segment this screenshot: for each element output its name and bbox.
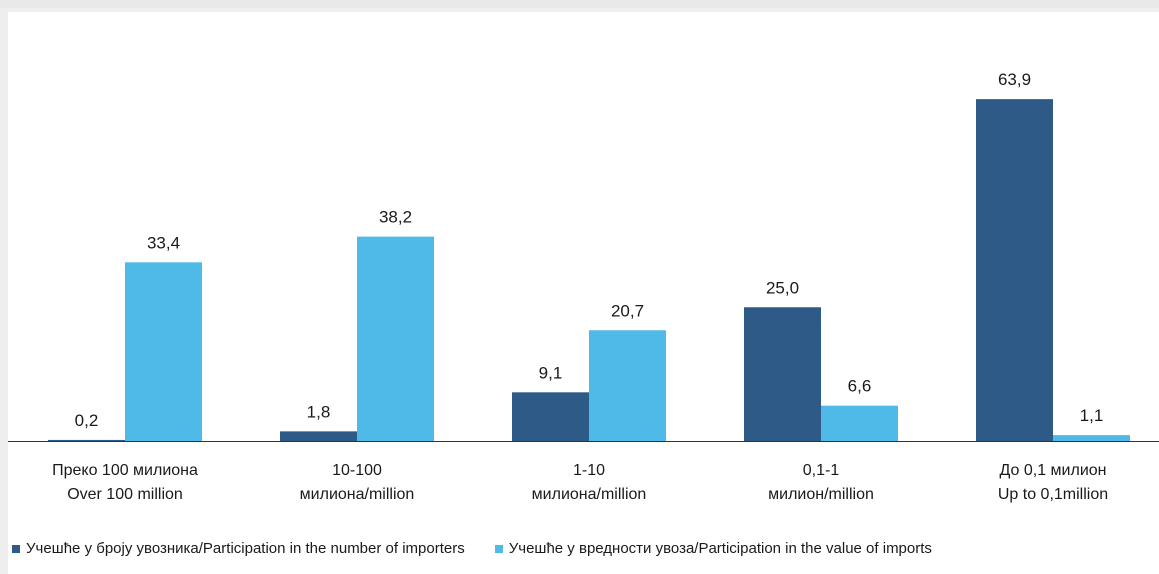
legend-item-importers: Учешће у броју увозника/Participation in… — [12, 540, 465, 557]
legend-item-value: Учешће у вредности увоза/Participation i… — [494, 540, 932, 557]
legend: Учешће у броју увозника/Participation in… — [12, 540, 932, 557]
data-label-importers-0: 0,2 — [75, 411, 99, 430]
category-label-0-line-0: Преко 100 милиона — [52, 462, 198, 479]
bar-importers-1 — [280, 431, 357, 441]
bar-value-0 — [125, 262, 202, 441]
category-label-3-line-0: 0,1-1 — [803, 462, 840, 479]
legend-label-value: Учешће у вредности увоза/Participation i… — [508, 540, 932, 557]
data-label-importers-2: 9,1 — [539, 363, 563, 382]
category-label-4-line-1: Up to 0,1million — [998, 486, 1108, 503]
data-label-importers-4: 63,9 — [998, 70, 1031, 89]
bar-importers-0 — [48, 439, 125, 441]
category-label-1-line-1: милиона/million — [300, 486, 415, 503]
legend-label-importers: Учешће у броју увозника/Participation in… — [26, 540, 465, 557]
data-label-value-1: 38,2 — [379, 208, 412, 227]
bar-importers-3 — [744, 307, 821, 441]
category-label-1-line-0: 10-100 — [332, 462, 382, 479]
data-label-value-3: 6,6 — [848, 377, 872, 396]
bar-value-4 — [1053, 435, 1130, 441]
top-strip — [0, 0, 1159, 8]
data-label-value-2: 20,7 — [611, 301, 644, 320]
data-label-importers-3: 25,0 — [766, 278, 799, 297]
category-label-2-line-1: милиона/million — [532, 486, 647, 503]
data-label-importers-1: 1,8 — [307, 402, 331, 421]
category-label-4-line-0: До 0,1 милион — [1000, 462, 1107, 479]
legend-swatch-importers — [12, 544, 20, 553]
category-label-2-line-0: 1-10 — [573, 462, 605, 479]
bar-value-2 — [589, 330, 666, 441]
data-label-value-4: 1,1 — [1080, 406, 1104, 425]
bar-importers-4 — [976, 99, 1053, 441]
category-label-0-line-1: Over 100 million — [67, 486, 183, 503]
bar-importers-2 — [512, 392, 589, 441]
data-label-value-0: 33,4 — [147, 233, 180, 252]
category-label-3-line-1: милион/million — [768, 486, 874, 503]
legend-swatch-value — [494, 544, 503, 553]
bar-value-3 — [821, 405, 898, 441]
bar-value-1 — [357, 236, 434, 441]
